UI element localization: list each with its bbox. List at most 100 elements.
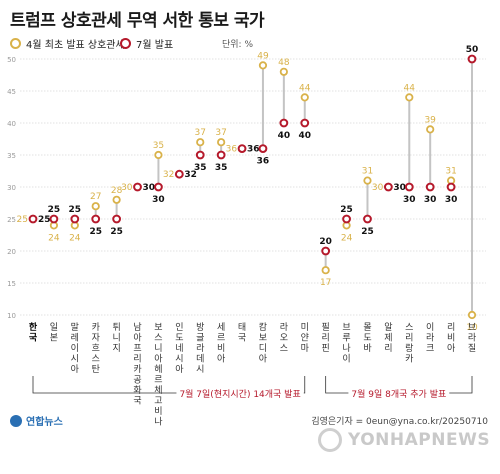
data-label-july: 50: [466, 45, 479, 55]
marker-july: [321, 246, 331, 256]
group-label: 7월 7일(현지시간) 14개국 발표: [179, 388, 300, 400]
data-label-july: 25: [69, 205, 82, 215]
y-tick-label: 40: [7, 120, 16, 128]
y-tick-label: 15: [7, 280, 16, 288]
data-label-april: 24: [341, 233, 353, 243]
data-label-july: 35: [194, 163, 207, 173]
data-label-april: 36: [226, 145, 238, 155]
data-label-july: 36: [257, 157, 270, 167]
data-label-april: 10: [466, 323, 478, 333]
marker-july: [237, 144, 247, 154]
y-tick-label: 10: [7, 312, 16, 320]
legend-july-swatch: [120, 38, 131, 49]
marker-july: [28, 214, 38, 224]
marker-july: [425, 182, 435, 192]
marker-april: [426, 125, 435, 134]
chart-title: 트럼프 상호관세 무역 서한 통보 국가: [10, 11, 265, 31]
marker-july: [195, 150, 205, 160]
marker-april: [321, 266, 330, 275]
data-label-april: 37: [215, 128, 226, 138]
marker-july: [216, 150, 226, 160]
data-label-april: 35: [153, 141, 164, 151]
marker-july: [467, 54, 477, 64]
data-label-april: 24: [48, 233, 60, 243]
group-label: 7월 9일 8개국 추가 발표: [351, 388, 446, 400]
yonhap-logo-icon: [10, 414, 22, 427]
data-label-july: 30: [424, 195, 437, 205]
marker-july: [49, 214, 59, 224]
data-label-april: 25: [17, 215, 28, 225]
legend-item-april: 4월 최초 발표 상호관세: [10, 36, 125, 51]
data-label-july: 25: [48, 205, 61, 215]
data-label-july: 36: [247, 145, 260, 155]
data-label-april: 44: [404, 83, 416, 93]
y-tick-label: 30: [7, 184, 16, 192]
marker-april: [279, 67, 288, 76]
y-tick-label: 50: [7, 56, 16, 64]
data-label-april: 39: [424, 115, 436, 125]
data-label-april: 31: [362, 167, 373, 177]
data-label-july: 20: [319, 237, 332, 247]
data-label-july: 30: [445, 195, 458, 205]
marker-april: [112, 195, 121, 204]
y-tick-label: 45: [7, 88, 16, 96]
unit-label: 단위: %: [222, 40, 254, 50]
marker-april: [405, 93, 414, 102]
marker-july: [279, 118, 289, 128]
y-tick-label: 35: [7, 152, 16, 160]
data-label-april: 30: [121, 183, 133, 193]
legend-july-label: 7월 발표: [136, 40, 174, 51]
data-label-april: 17: [320, 278, 331, 288]
data-label-july: 40: [298, 131, 311, 141]
marker-july: [404, 182, 414, 192]
watermark-logo-icon: [318, 428, 342, 452]
data-label-july: 30: [143, 183, 156, 193]
data-label-july: 30: [403, 195, 416, 205]
data-label-july: 35: [215, 163, 228, 173]
marker-july: [112, 214, 122, 224]
data-label-july: 30: [152, 195, 165, 205]
data-label-april: 48: [278, 58, 290, 68]
group-label-bg: [348, 387, 450, 401]
marker-july: [446, 182, 456, 192]
legend-april-label: 4월 최초 발표 상호관세: [26, 40, 125, 51]
yonhap-logo-text: 연합뉴스: [26, 417, 63, 428]
data-label-april: 30: [372, 183, 384, 193]
group-bracket: [32, 376, 306, 394]
data-label-july: 25: [110, 227, 123, 237]
data-label-april: 24: [69, 233, 81, 243]
marker-july: [133, 182, 142, 192]
marker-july: [154, 182, 163, 192]
data-label-july: 40: [278, 131, 291, 141]
marker-april: [154, 150, 163, 160]
watermark: YONHAPNEWS: [318, 428, 490, 452]
marker-april: [363, 176, 372, 185]
marker-july: [174, 169, 184, 179]
marker-april: [217, 138, 226, 147]
data-label-april: 37: [195, 128, 206, 138]
legend-april-swatch: [10, 38, 21, 49]
legend-item-july: 7월 발표: [120, 36, 173, 51]
watermark-text: YONHAPNEWS: [348, 430, 491, 450]
data-label-april: 44: [299, 83, 311, 93]
marker-april: [467, 310, 477, 320]
marker-july: [363, 214, 372, 224]
marker-july: [91, 214, 101, 224]
data-label-april: 28: [111, 186, 123, 196]
y-tick-label: 25: [7, 216, 16, 224]
